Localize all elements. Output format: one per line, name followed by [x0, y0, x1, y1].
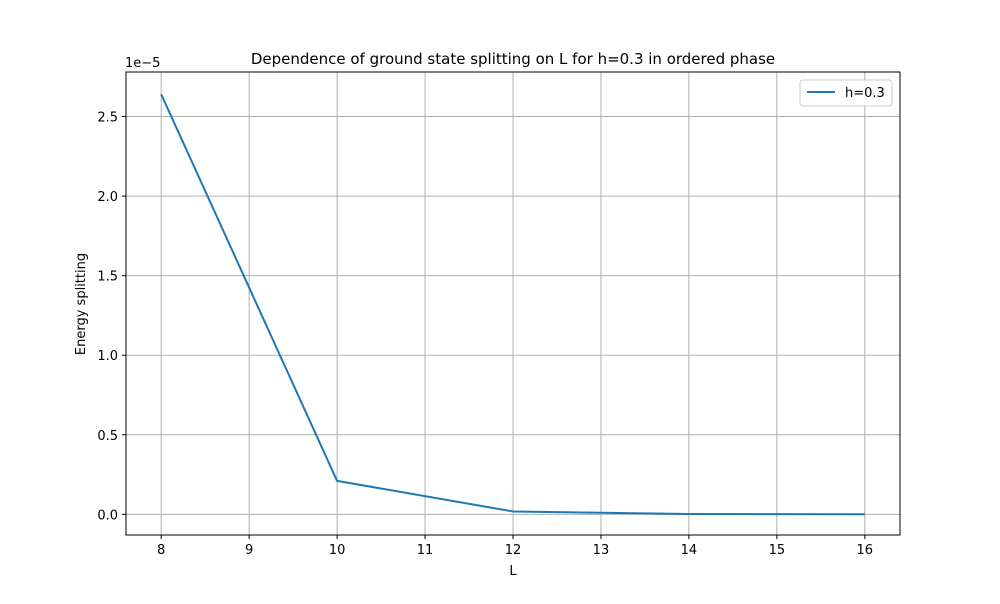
legend: h=0.3 — [799, 79, 893, 107]
legend-label: h=0.3 — [845, 86, 885, 101]
y-tick-label: 1.0 — [97, 349, 118, 364]
y-tick-label: 1.5 — [97, 270, 118, 285]
x-tick-label: 15 — [769, 543, 786, 558]
x-axis-ticks: 8 9 10 11 12 13 14 15 16 — [157, 535, 873, 558]
series-line-h-0-3 — [160, 93, 865, 516]
y-axis-offset-label: 1e−5 — [125, 56, 160, 71]
x-tick-label: 11 — [417, 543, 434, 558]
series-layer — [160, 93, 865, 516]
y-tick-label: 0.0 — [97, 508, 118, 523]
x-axis-label: L — [509, 564, 517, 579]
x-tick-label: 9 — [245, 543, 253, 558]
y-tick-label: 0.5 — [97, 429, 118, 444]
x-tick-label: 8 — [157, 543, 165, 558]
y-axis-ticks: 0.0 0.5 1.0 1.5 2.0 2.5 — [97, 111, 126, 523]
y-tick-label: 2.5 — [97, 111, 118, 126]
x-tick-label: 14 — [681, 543, 698, 558]
y-axis-label: Energy splitting — [74, 253, 89, 355]
chart-title: Dependence of ground state splitting on … — [251, 50, 775, 68]
x-tick-label: 12 — [505, 543, 522, 558]
x-tick-label: 10 — [329, 543, 346, 558]
x-tick-label: 16 — [857, 543, 874, 558]
y-tick-label: 2.0 — [97, 190, 118, 205]
x-tick-label: 13 — [593, 543, 610, 558]
legend-box — [799, 79, 893, 107]
